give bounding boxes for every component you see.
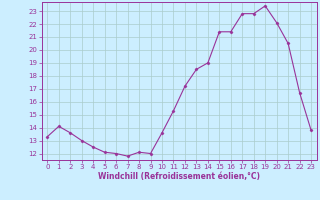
X-axis label: Windchill (Refroidissement éolien,°C): Windchill (Refroidissement éolien,°C): [98, 172, 260, 181]
